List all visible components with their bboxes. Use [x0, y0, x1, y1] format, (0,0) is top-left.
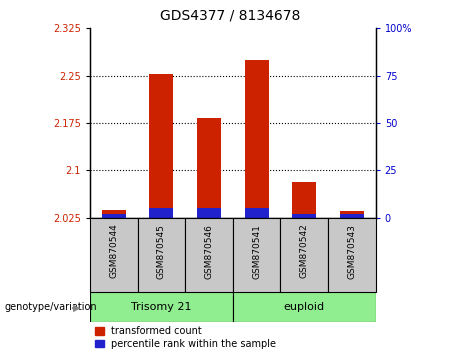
Bar [328, 218, 376, 292]
Bar [137, 218, 185, 292]
Bar [280, 218, 328, 292]
Text: genotype/variation: genotype/variation [5, 302, 97, 312]
Bar [340, 214, 364, 218]
Bar [149, 74, 173, 218]
Text: GSM870545: GSM870545 [157, 224, 166, 279]
Bar [292, 214, 316, 218]
Text: GSM870543: GSM870543 [348, 224, 356, 279]
Bar [149, 208, 173, 218]
Text: GSM870541: GSM870541 [252, 224, 261, 279]
Bar [245, 60, 268, 218]
Bar [102, 214, 125, 218]
Bar [90, 292, 233, 322]
Text: ▶: ▶ [73, 302, 80, 312]
Bar [197, 208, 221, 218]
Bar [102, 210, 125, 218]
Bar [197, 118, 221, 218]
Bar [245, 208, 268, 218]
Bar [292, 182, 316, 218]
Bar [233, 218, 280, 292]
Bar [185, 218, 233, 292]
Text: GSM870544: GSM870544 [109, 224, 118, 278]
Text: GSM870546: GSM870546 [205, 224, 213, 279]
Text: GSM870542: GSM870542 [300, 224, 309, 278]
Text: Trisomy 21: Trisomy 21 [131, 302, 192, 312]
Bar [340, 211, 364, 218]
Bar [90, 218, 137, 292]
Text: euploid: euploid [284, 302, 325, 312]
Bar [233, 292, 376, 322]
Legend: transformed count, percentile rank within the sample: transformed count, percentile rank withi… [95, 326, 276, 349]
Text: GDS4377 / 8134678: GDS4377 / 8134678 [160, 9, 301, 23]
